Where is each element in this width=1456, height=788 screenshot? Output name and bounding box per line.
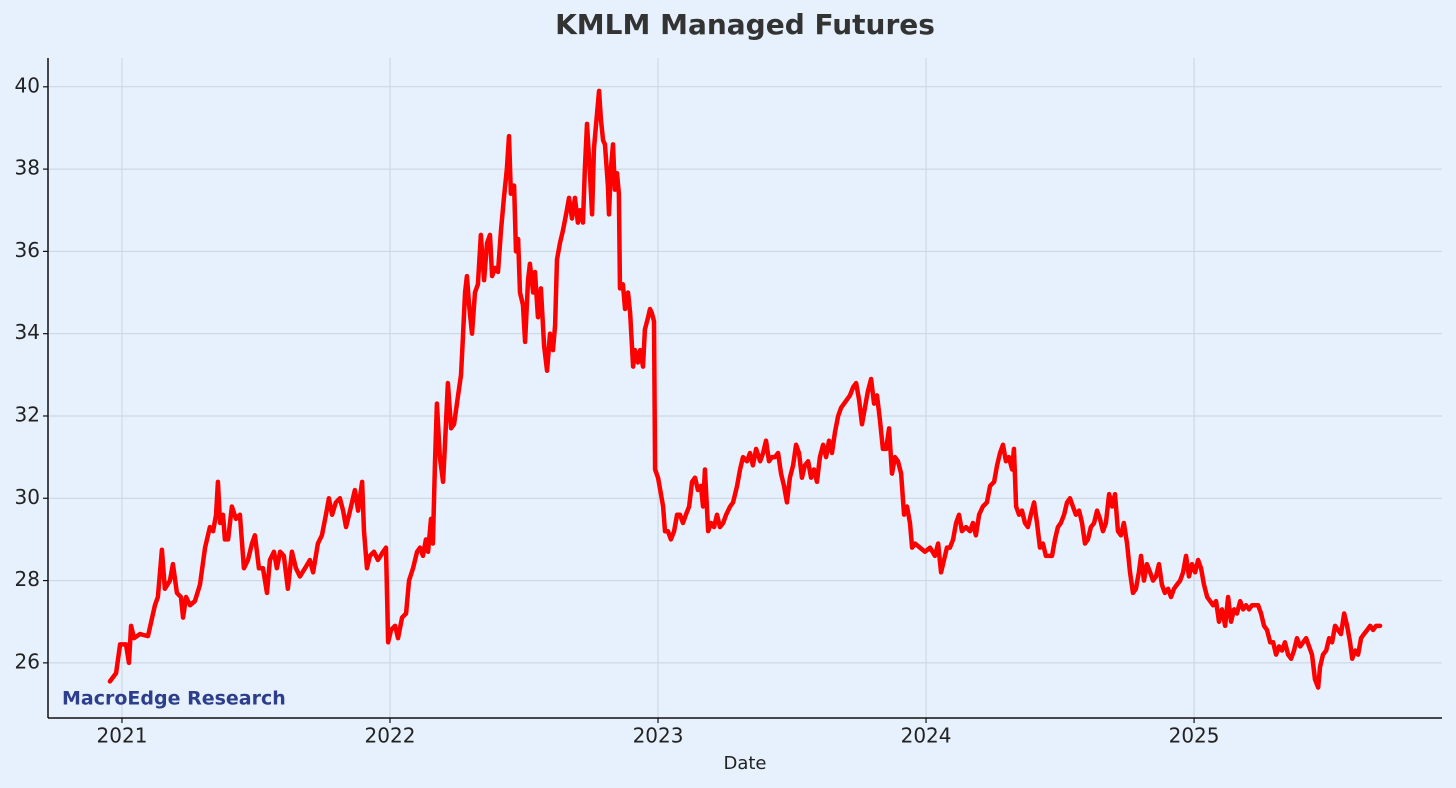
x-tick-label: 2023 (633, 724, 684, 748)
chart-title: KMLM Managed Futures (555, 8, 935, 41)
x-tick-label: 2024 (901, 724, 952, 748)
y-tick-label: 32 (15, 402, 40, 426)
y-tick-label: 34 (15, 320, 40, 344)
y-tick-label: 38 (15, 156, 40, 180)
x-axis-label: Date (723, 753, 766, 774)
y-tick-label: 28 (15, 567, 40, 591)
data-line (107, 88, 1383, 690)
y-tick-label: 36 (15, 238, 40, 262)
y-tick-label: 26 (15, 649, 40, 673)
y-tick-label: 30 (15, 485, 40, 509)
annotation: MacroEdge Research (62, 688, 286, 710)
x-tick-label: 2022 (365, 724, 416, 748)
y-tick-label: 40 (15, 73, 40, 97)
x-tick-label: 2025 (1169, 724, 1220, 748)
grid (48, 58, 1442, 718)
x-tick-label: 2021 (97, 724, 148, 748)
